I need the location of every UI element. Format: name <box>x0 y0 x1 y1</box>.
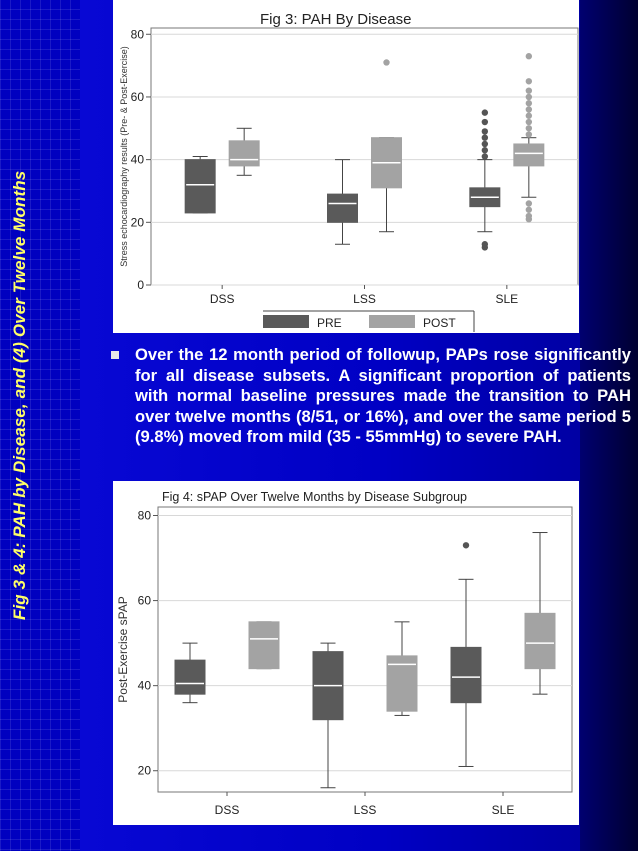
right-edge-strip <box>580 0 638 851</box>
box-iqr <box>248 621 280 670</box>
outlier-point <box>383 59 390 66</box>
outlier-point <box>481 147 489 154</box>
outlier-point <box>481 109 489 116</box>
bullet-text: Over the 12 month period of followup, PA… <box>135 345 631 446</box>
chart-title: Fig 3: PAH By Disease <box>260 11 411 28</box>
outlier-point <box>525 53 533 60</box>
outlier-point <box>525 131 533 138</box>
outlier-point <box>525 212 533 220</box>
box-iqr <box>524 612 556 670</box>
outlier-point <box>481 134 489 141</box>
bullet-square-icon <box>111 351 119 359</box>
box-iqr <box>450 646 482 704</box>
y-tick-label: 40 <box>138 679 152 693</box>
fig4-chart: Fig 4: sPAP Over Twelve Months by Diseas… <box>113 481 579 825</box>
outlier-point <box>462 542 470 549</box>
box-iqr <box>327 193 358 223</box>
box-dss-post <box>248 621 280 670</box>
box-lss-post <box>386 621 418 716</box>
outlier-point <box>525 112 533 119</box>
x-tick-label-dss: DSS <box>210 292 235 306</box>
outlier-point <box>481 118 489 126</box>
box-dss-post <box>228 127 260 176</box>
legend-label-post: POST <box>423 316 456 330</box>
slide-title: Fig 3 & 4: PAH by Disease, and (4) Over … <box>10 170 29 620</box>
box-lss-pre <box>312 642 344 789</box>
box-dss-pre <box>184 156 216 214</box>
legend-swatch-post <box>369 315 415 328</box>
y-tick-label: 60 <box>131 90 145 104</box>
legend-label-pre: PRE <box>317 316 342 330</box>
box-sle-pre <box>450 542 482 767</box>
y-tick-label: 20 <box>131 215 145 229</box>
box-lss-pre <box>327 159 358 245</box>
outlier-point <box>481 241 489 248</box>
box-iqr <box>184 159 216 214</box>
plot-frame <box>157 506 573 793</box>
x-tick-label-dss: DSS <box>215 803 240 817</box>
y-axis-label: Stress echocardiography results (Pre- & … <box>119 46 129 267</box>
outlier-point <box>481 153 489 160</box>
chart-title: Fig 4: sPAP Over Twelve Months by Diseas… <box>162 490 467 504</box>
outlier-point <box>525 93 533 101</box>
fig4-svg: Fig 4: sPAP Over Twelve Months by Diseas… <box>116 490 573 817</box>
y-tick-label: 80 <box>138 509 152 523</box>
outlier-point <box>481 140 489 148</box>
box-iqr <box>174 659 206 695</box>
outlier-point <box>481 128 489 135</box>
box-dss-pre <box>174 642 206 704</box>
box-lss-post <box>371 59 402 233</box>
x-tick-label-lss: LSS <box>354 803 377 817</box>
y-tick-label: 40 <box>131 153 145 167</box>
legend-swatch-pre <box>263 315 309 328</box>
y-tick-label: 80 <box>131 27 145 41</box>
y-tick-label: 60 <box>138 594 152 608</box>
box-sle-post <box>524 532 556 695</box>
box-sle-pre <box>469 109 501 251</box>
x-tick-label-sle: SLE <box>492 803 515 817</box>
legend: PRE POST <box>263 310 475 332</box>
fig3-chart: Fig 3: PAH By Disease 0 20 40 60 80 Stress ech… <box>113 0 579 333</box>
box-sle-post <box>513 53 545 223</box>
box-iqr <box>513 143 545 167</box>
outlier-point <box>525 206 533 213</box>
y-tick-label: 0 <box>137 278 144 292</box>
outlier-point <box>525 87 533 94</box>
y-axis-label: Post-Exercise sPAP <box>116 596 130 702</box>
outlier-point <box>525 106 533 113</box>
x-tick-label-sle: SLE <box>495 292 518 306</box>
box-iqr <box>228 140 260 167</box>
sidebar-pattern <box>0 0 80 851</box>
x-tick-label-lss: LSS <box>353 292 376 306</box>
outlier-point <box>525 78 533 85</box>
y-tick-label: 20 <box>138 764 152 778</box>
outlier-point <box>525 118 533 126</box>
outlier-point <box>525 125 533 132</box>
outlier-point <box>525 100 533 107</box>
left-sidebar <box>0 0 80 851</box>
outlier-point <box>525 200 533 207</box>
